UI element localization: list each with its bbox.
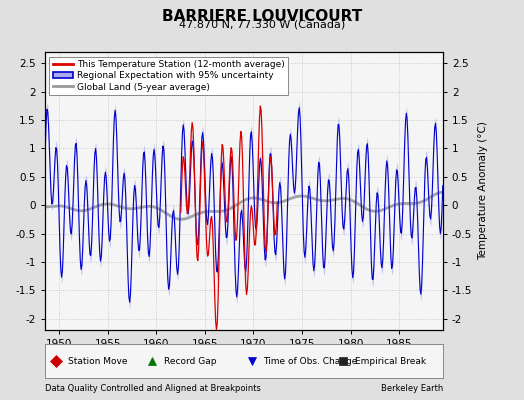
Text: Record Gap: Record Gap xyxy=(164,356,216,366)
Text: Empirical Break: Empirical Break xyxy=(355,356,427,366)
Text: Data Quality Controlled and Aligned at Breakpoints: Data Quality Controlled and Aligned at B… xyxy=(45,384,260,393)
Y-axis label: Temperature Anomaly (°C): Temperature Anomaly (°C) xyxy=(478,122,488,260)
Legend: This Temperature Station (12-month average), Regional Expectation with 95% uncer: This Temperature Station (12-month avera… xyxy=(49,56,288,95)
Text: Time of Obs. Change: Time of Obs. Change xyxy=(264,356,358,366)
Text: 47.870 N, 77.330 W (Canada): 47.870 N, 77.330 W (Canada) xyxy=(179,19,345,29)
Text: BARRIERE LOUVICOURT: BARRIERE LOUVICOURT xyxy=(162,9,362,24)
Text: Berkeley Earth: Berkeley Earth xyxy=(380,384,443,393)
Text: Station Move: Station Move xyxy=(69,356,128,366)
